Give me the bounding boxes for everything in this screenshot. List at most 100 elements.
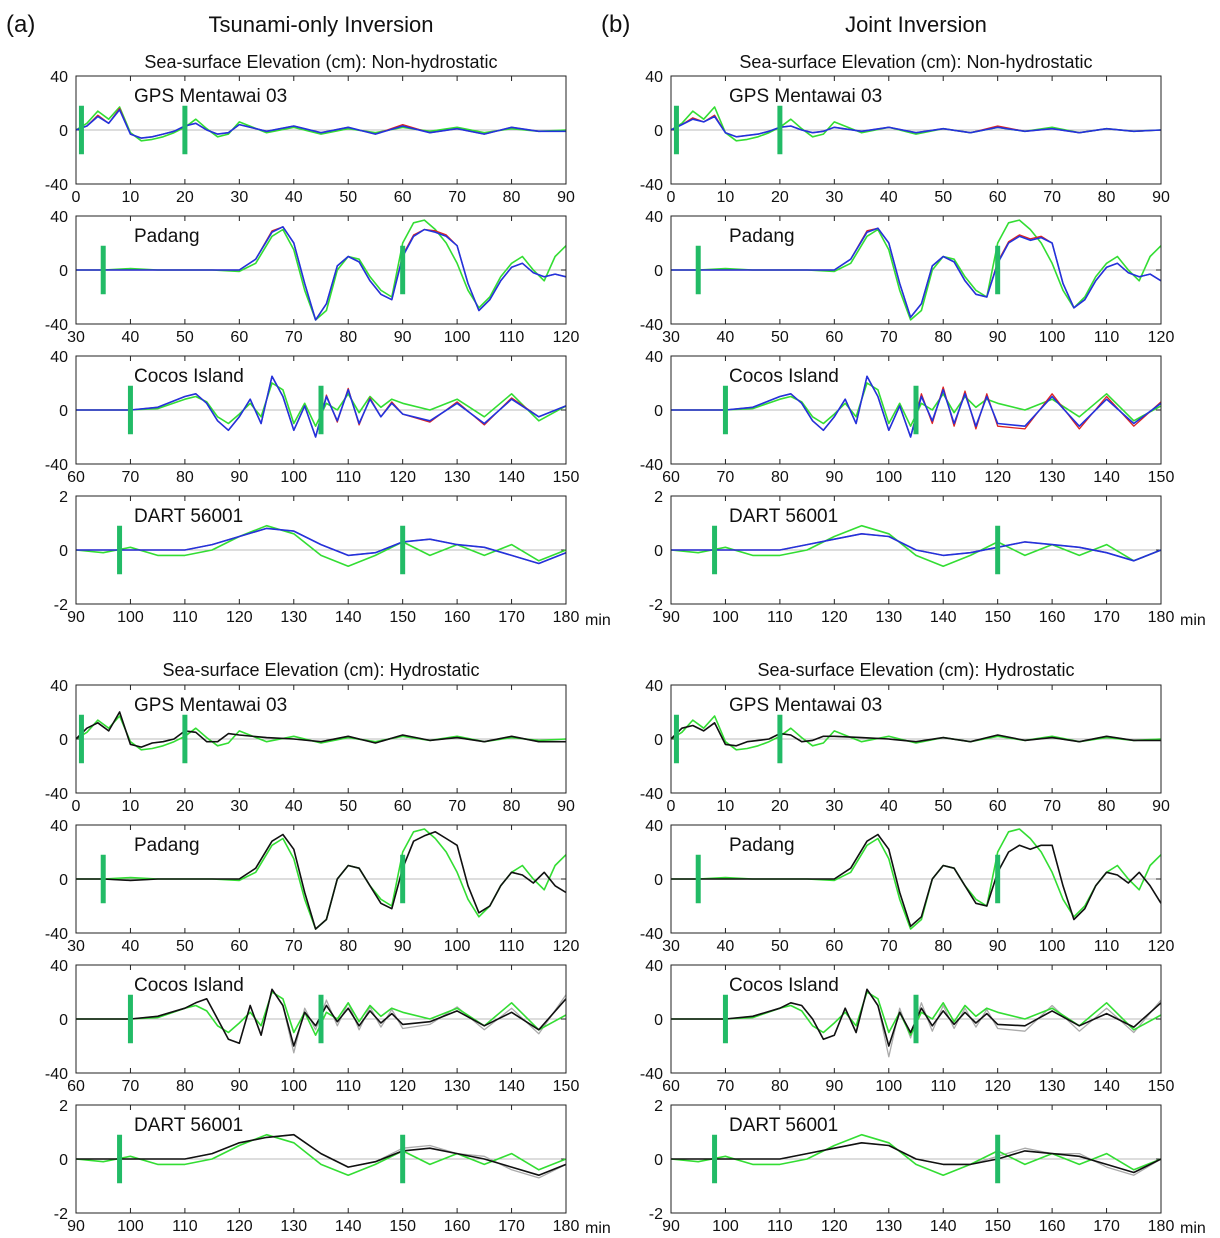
x-tick-label: 150 [553, 469, 580, 486]
y-tick-label: 0 [59, 543, 68, 560]
x-tick-label: 110 [1094, 938, 1120, 955]
plot-frame [670, 684, 1162, 794]
x-tick-label: 40 [285, 798, 303, 815]
x-tick-label: 180 [553, 1218, 580, 1235]
x-tick-label: 0 [72, 798, 81, 815]
series-line-observed [76, 219, 567, 321]
x-tick-label: 140 [930, 609, 957, 626]
x-tick-label: 100 [875, 469, 902, 486]
y-tick-label: 40 [50, 678, 68, 695]
x-tick-label: 60 [662, 469, 680, 486]
x-tick-label: 70 [448, 798, 466, 815]
x-tick-label: 170 [1093, 609, 1120, 626]
x-tick-label: 110 [172, 609, 198, 626]
x-tick-label: 140 [930, 1218, 957, 1235]
x-tick-label: 0 [72, 189, 81, 206]
x-tick-label: 30 [67, 329, 85, 346]
x-tick-label: 160 [444, 1218, 471, 1235]
x-tick-label: 70 [1043, 798, 1061, 815]
series-line-observed [671, 219, 1162, 321]
plot-frame [75, 1104, 567, 1214]
x-tick-label: 40 [717, 938, 735, 955]
x-tick-label: 20 [176, 189, 194, 206]
station-label: DART 56001 [134, 1115, 243, 1136]
station-label: DART 56001 [729, 506, 838, 527]
y-tick-label: 0 [654, 872, 663, 889]
x-tick-label: 30 [825, 798, 843, 815]
x-tick-label: 110 [499, 329, 525, 346]
x-tick-label: 60 [825, 329, 843, 346]
x-tick-label: 40 [880, 189, 898, 206]
y-tick-label: -40 [640, 786, 663, 803]
x-tick-label: 10 [717, 189, 735, 206]
x-tick-label: 70 [880, 938, 898, 955]
x-tick-label: 50 [934, 798, 952, 815]
y-tick-label: 0 [654, 1152, 663, 1169]
y-tick-label: 2 [654, 1098, 663, 1115]
x-tick-label: 30 [67, 938, 85, 955]
x-tick-label: 150 [984, 609, 1011, 626]
x-tick-label: 130 [1039, 1078, 1066, 1095]
x-tick-label: 90 [230, 1078, 248, 1095]
plot-frame [75, 824, 567, 934]
series-line-observed [670, 1133, 1162, 1176]
x-tick-label: 100 [712, 609, 739, 626]
x-tick-label: 90 [557, 798, 575, 815]
x-tick-label: 70 [448, 189, 466, 206]
x-tick-label: 80 [1098, 798, 1116, 815]
x-tick-label: 120 [984, 1078, 1011, 1095]
y-tick-label: 40 [645, 678, 663, 695]
x-tick-label: 90 [230, 469, 248, 486]
y-tick-label: -40 [45, 177, 68, 194]
x-tick-label: 110 [172, 1218, 198, 1235]
y-tick-label: 40 [645, 818, 663, 835]
plot-frame [670, 824, 1162, 934]
x-tick-label: 50 [339, 189, 357, 206]
station-label: Cocos Island [134, 975, 244, 996]
y-tick-label: -40 [45, 926, 68, 943]
x-tick-label: 50 [176, 938, 194, 955]
series-line-synthetic-alt [671, 533, 1162, 562]
x-tick-label: 10 [717, 798, 735, 815]
x-tick-label: 120 [226, 1218, 253, 1235]
y-tick-label: 0 [654, 123, 663, 140]
x-tick-label: 100 [1039, 938, 1066, 955]
x-tick-label: 30 [230, 798, 248, 815]
series-line-synthetic [671, 1142, 1162, 1174]
x-tick-label: 50 [771, 938, 789, 955]
x-tick-label: 110 [335, 1078, 361, 1095]
x-tick-label: 130 [444, 1078, 471, 1095]
station-label: Cocos Island [729, 366, 839, 387]
x-tick-label: 80 [1098, 189, 1116, 206]
x-unit-a-nonhydrostatic: min [585, 612, 611, 629]
x-tick-label: 120 [1148, 938, 1175, 955]
x-tick-label: 100 [712, 1218, 739, 1235]
x-tick-label: 110 [1094, 329, 1120, 346]
series-line-synthetic [670, 115, 1162, 138]
y-tick-label: -2 [649, 597, 663, 614]
subplot-a-hydrostatic-3: 90 100 110 120 130 140 150 160 170 180 2 0 -2 DART 56… [54, 1098, 580, 1235]
series-line-synthetic [76, 375, 567, 438]
x-tick-label: 100 [444, 938, 471, 955]
x-tick-label: 140 [335, 1218, 362, 1235]
series-line-observed [670, 715, 1162, 751]
station-label: Padang [134, 226, 200, 247]
x-tick-label: 80 [771, 469, 789, 486]
x-tick-label: 90 [394, 938, 412, 955]
series-line-synthetic [76, 830, 567, 930]
plot-frame [670, 75, 1162, 185]
y-tick-label: 40 [50, 209, 68, 226]
x-tick-label: 130 [280, 1218, 307, 1235]
x-tick-label: 90 [989, 329, 1007, 346]
series-line-synthetic [76, 1133, 567, 1176]
y-tick-label: -40 [640, 926, 663, 943]
x-tick-label: 50 [771, 329, 789, 346]
x-tick-label: 140 [1093, 1078, 1120, 1095]
x-tick-label: 60 [662, 1078, 680, 1095]
x-tick-label: 20 [771, 189, 789, 206]
y-tick-label: 0 [654, 1012, 663, 1029]
x-tick-label: 40 [285, 189, 303, 206]
y-tick-label: 2 [59, 489, 68, 506]
section-title-a-nonhydrostatic: Sea-surface Elevation (cm): Non-hydrosta… [144, 52, 497, 72]
